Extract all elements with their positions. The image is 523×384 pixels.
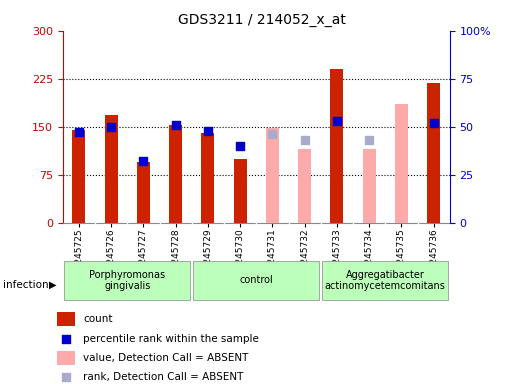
- Point: [172, 122, 180, 128]
- Bar: [427, 83, 440, 223]
- Bar: [57, 312, 74, 326]
- Text: rank, Detection Call = ABSENT: rank, Detection Call = ABSENT: [84, 372, 244, 382]
- Text: control: control: [240, 275, 273, 285]
- Bar: [194, 261, 319, 300]
- Point: [268, 131, 277, 137]
- Bar: [137, 162, 150, 223]
- Bar: [57, 351, 74, 365]
- Text: count: count: [84, 314, 113, 324]
- Text: Porphyromonas
gingivalis: Porphyromonas gingivalis: [89, 270, 165, 291]
- Text: GDS3211 / 214052_x_at: GDS3211 / 214052_x_at: [178, 13, 345, 27]
- Bar: [201, 133, 214, 223]
- Bar: [64, 261, 190, 300]
- Bar: [234, 159, 247, 223]
- Bar: [266, 128, 279, 223]
- Point: [429, 120, 438, 126]
- Point: [333, 118, 341, 124]
- Text: percentile rank within the sample: percentile rank within the sample: [84, 334, 259, 344]
- Bar: [395, 104, 408, 223]
- Point: [203, 127, 212, 134]
- Bar: [362, 149, 376, 223]
- Point: [236, 143, 244, 149]
- Text: infection: infection: [3, 280, 48, 290]
- Point: [300, 137, 309, 143]
- Point: [107, 124, 115, 130]
- Bar: [72, 130, 85, 223]
- Point: [365, 137, 373, 143]
- Bar: [331, 69, 343, 223]
- Bar: [105, 115, 118, 223]
- Bar: [169, 126, 182, 223]
- Text: ▶: ▶: [49, 280, 56, 290]
- Text: Aggregatibacter
actinomycetemcomitans: Aggregatibacter actinomycetemcomitans: [325, 270, 446, 291]
- Text: value, Detection Call = ABSENT: value, Detection Call = ABSENT: [84, 353, 249, 363]
- Point: [139, 158, 147, 164]
- Bar: [322, 261, 448, 300]
- Bar: [298, 149, 311, 223]
- Point: [392, 280, 400, 286]
- Point: [75, 129, 83, 136]
